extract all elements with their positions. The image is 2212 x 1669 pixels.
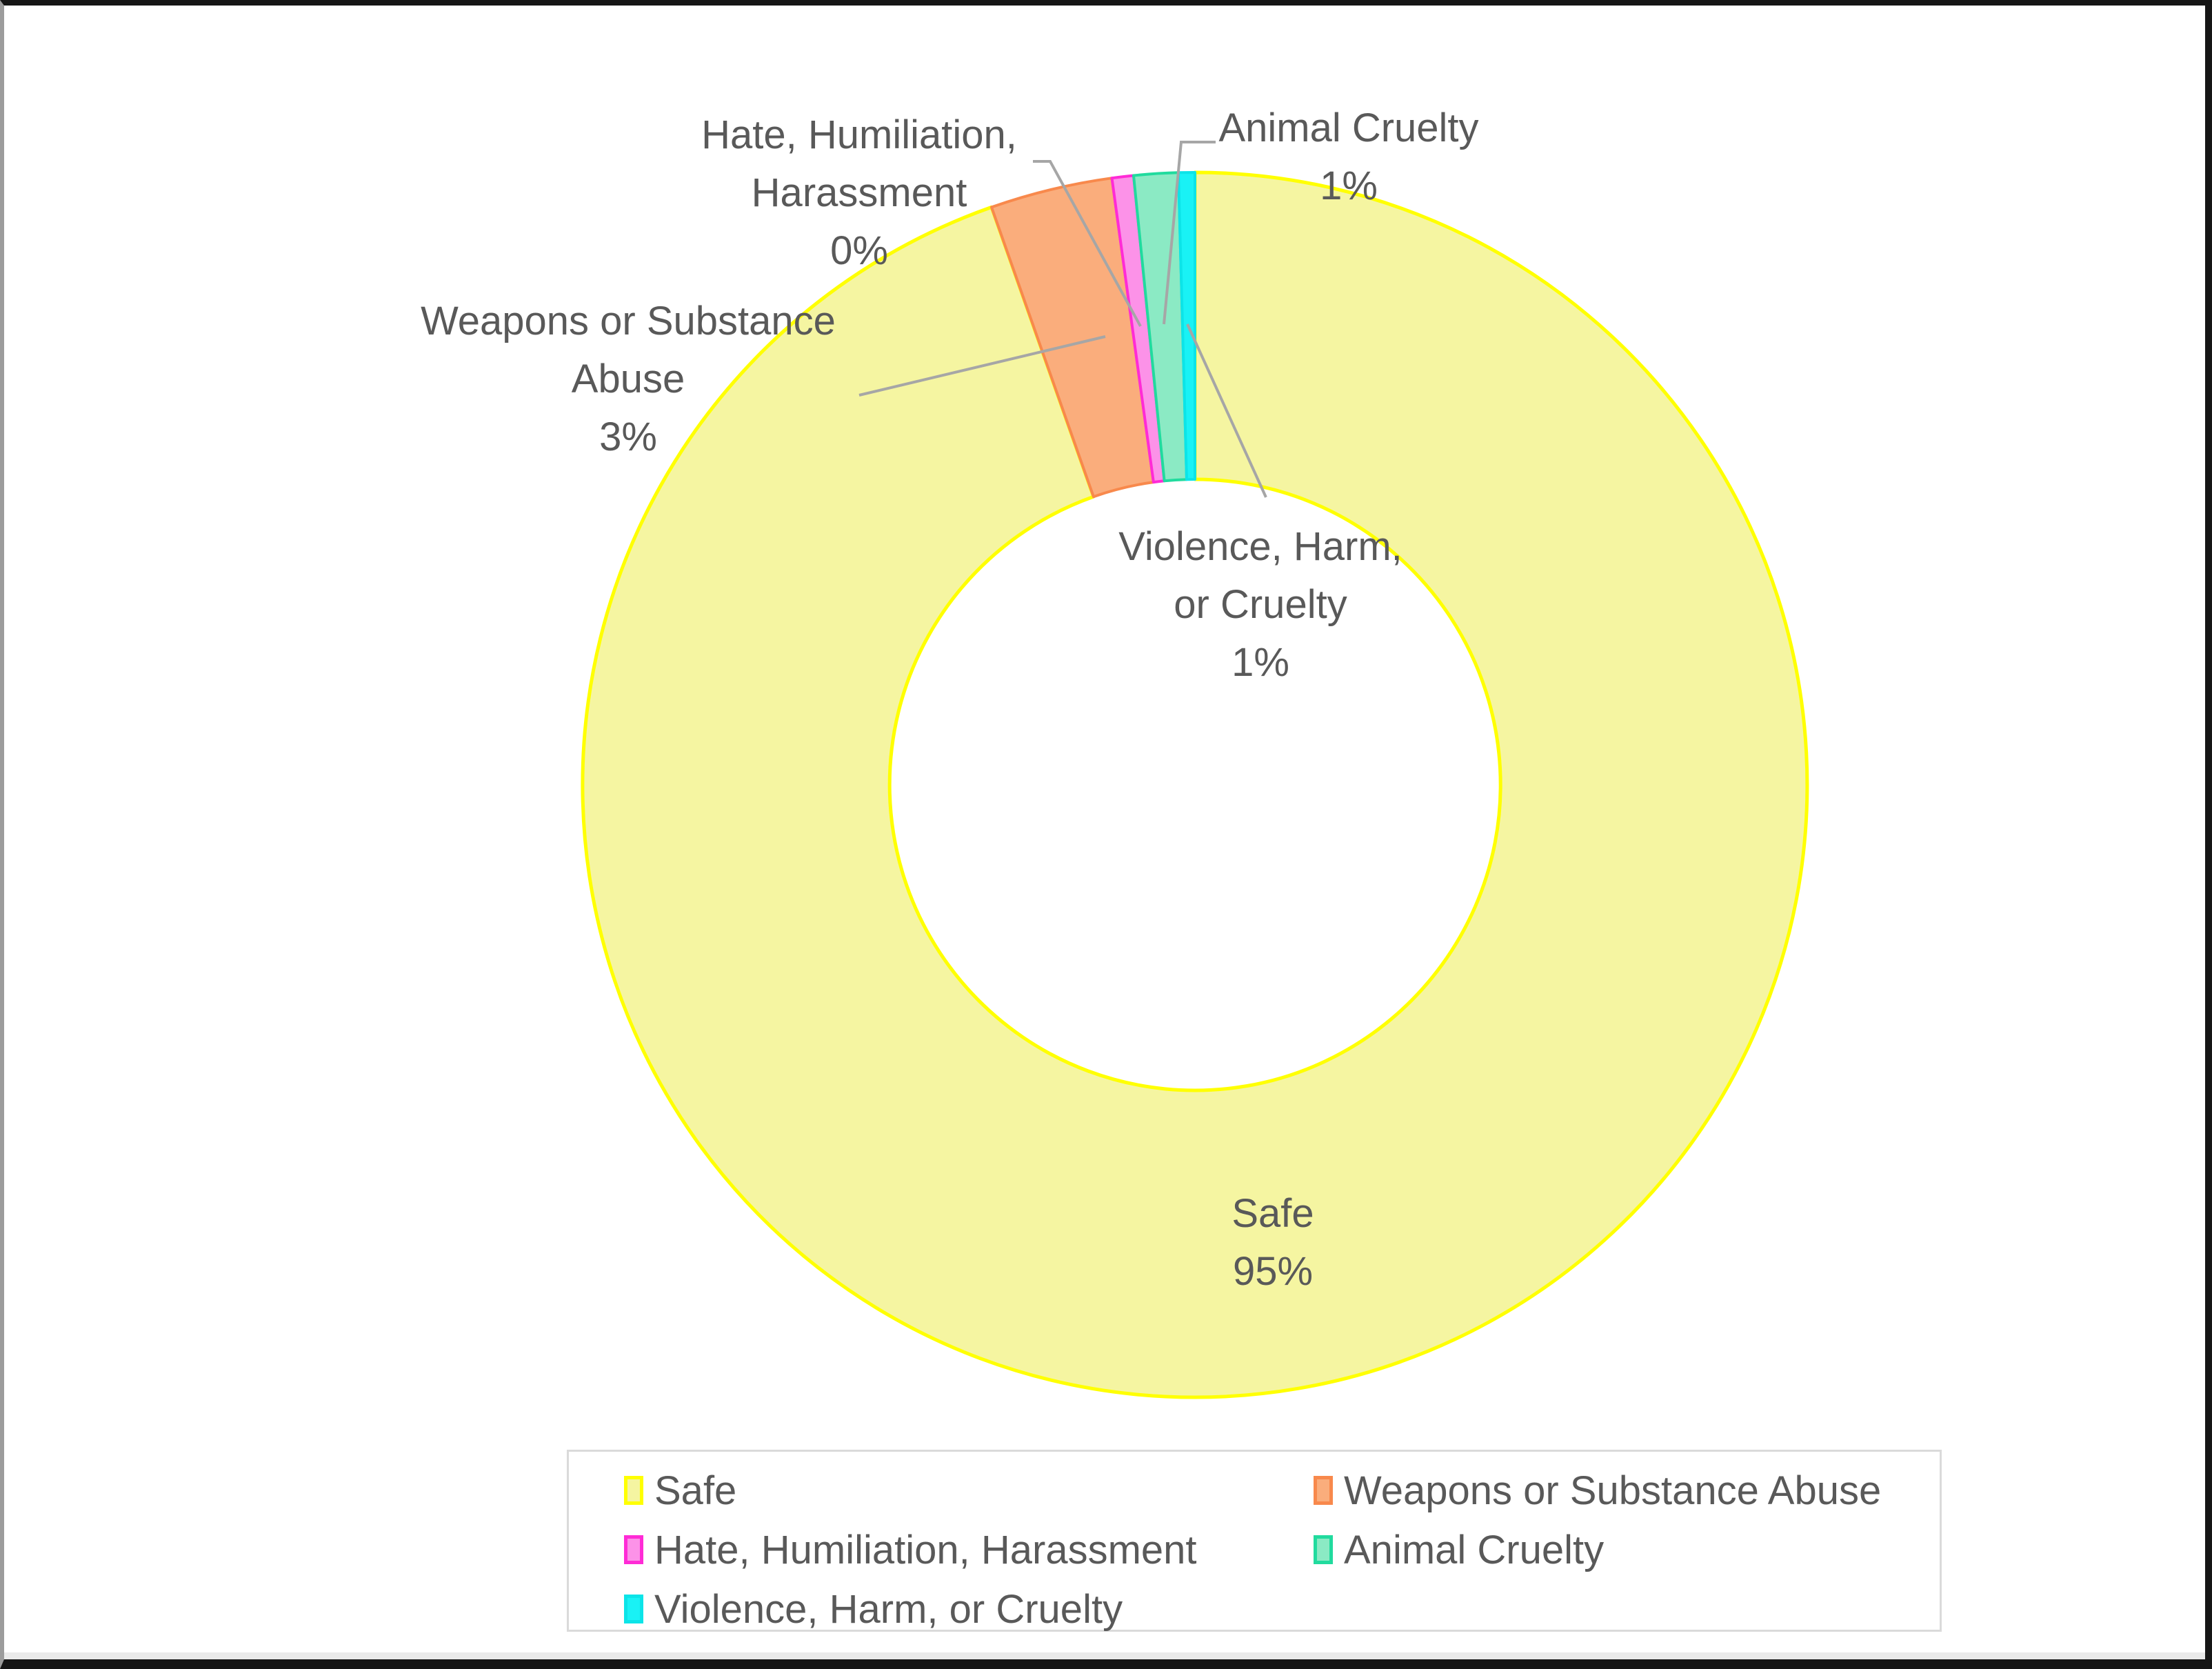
data-label-value: 1%	[1231, 640, 1289, 685]
data-label-violence: Violence, Harm, or Cruelty 1%	[1054, 518, 1467, 692]
animal-cruelty-swatch-icon	[1314, 1535, 1333, 1564]
legend-item-safe[interactable]: Safe	[624, 1468, 736, 1513]
data-label-hate: Hate, Humiliation, Harassment 0%	[618, 106, 1100, 280]
hate-swatch-icon	[624, 1535, 643, 1564]
legend-item-animal-cruelty[interactable]: Animal Cruelty	[1314, 1528, 1604, 1572]
data-label-animal-cruelty: Animal Cruelty 1%	[1142, 99, 1556, 215]
data-label-text: Animal Cruelty	[1218, 106, 1479, 150]
legend: Safe Weapons or Substance Abuse Hate, Hu…	[567, 1450, 1942, 1632]
doughnut-chart	[581, 141, 1809, 1399]
legend-item-violence[interactable]: Violence, Harm, or Cruelty	[624, 1587, 1123, 1632]
slice-safe[interactable]	[581, 170, 1809, 1399]
data-label-text: Abuse	[571, 357, 685, 401]
data-label-value: 3%	[599, 414, 657, 459]
legend-label: Weapons or Substance Abuse	[1344, 1468, 1882, 1513]
data-label-text: Weapons or Substance	[421, 299, 836, 343]
data-label-safe: Safe 95%	[1135, 1185, 1411, 1301]
data-label-text: or Cruelty	[1174, 582, 1347, 627]
weapons-swatch-icon	[1314, 1476, 1333, 1505]
legend-label: Hate, Humiliation, Harassment	[654, 1527, 1197, 1572]
legend-item-hate[interactable]: Hate, Humiliation, Harassment	[624, 1528, 1197, 1572]
leader-line-hate	[1033, 160, 1142, 327]
leader-line-weapons	[858, 335, 1106, 397]
data-label-value: 1%	[1320, 163, 1378, 208]
window-edge-strip	[4, 1652, 2205, 1659]
data-label-text: Harassment	[751, 170, 967, 215]
data-label-value: 0%	[830, 228, 888, 273]
safe-swatch-icon	[624, 1476, 643, 1505]
violence-swatch-icon	[624, 1595, 643, 1623]
data-label-text: Safe	[1231, 1191, 1314, 1236]
legend-label: Violence, Harm, or Cruelty	[654, 1586, 1123, 1632]
legend-label: Safe	[654, 1468, 737, 1513]
data-label-value: 95%	[1232, 1249, 1314, 1294]
legend-label: Animal Cruelty	[1344, 1527, 1605, 1572]
data-label-weapons: Weapons or Substance Abuse 3%	[387, 292, 869, 466]
data-label-text: Violence, Harm,	[1118, 524, 1402, 569]
leader-line-animal	[1163, 141, 1216, 325]
data-label-text: Hate, Humiliation,	[701, 112, 1017, 157]
leader-line-violence	[1186, 323, 1267, 498]
legend-item-weapons[interactable]: Weapons or Substance Abuse	[1314, 1468, 1881, 1513]
